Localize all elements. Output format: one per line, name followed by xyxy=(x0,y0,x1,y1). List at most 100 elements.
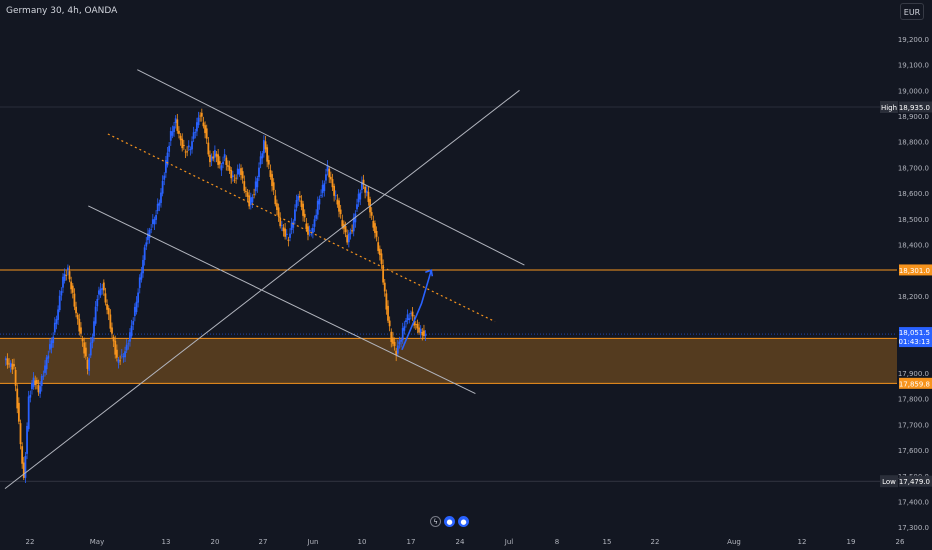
candle-body xyxy=(9,362,12,367)
candle-body xyxy=(411,311,414,317)
candle-body xyxy=(17,402,20,422)
candle-body xyxy=(168,145,171,152)
candle-body xyxy=(409,313,412,315)
candle-body xyxy=(189,148,192,150)
candle-body xyxy=(416,323,419,329)
candle-body xyxy=(392,337,394,344)
candle-body xyxy=(179,135,182,141)
candle-body xyxy=(272,182,275,191)
x-tick-label: 24 xyxy=(456,538,465,546)
candle-body xyxy=(182,144,185,147)
candle-body xyxy=(400,339,402,342)
candle-body xyxy=(73,293,76,307)
candle-body xyxy=(27,396,30,430)
candle-body xyxy=(202,122,205,127)
candle-body xyxy=(161,180,164,194)
candle-body xyxy=(151,219,154,225)
candle-body xyxy=(271,174,273,187)
candle-body xyxy=(88,358,91,371)
candle-body xyxy=(164,160,167,173)
bottom-toolbar: ϟ ● ● xyxy=(430,516,469,527)
candle-body xyxy=(60,291,63,296)
candle-body xyxy=(336,199,339,205)
currency-button[interactable]: EUR xyxy=(900,3,924,20)
high-price-label: 18,935.0 xyxy=(899,104,930,112)
candle-body xyxy=(259,156,262,165)
x-tick-label: 15 xyxy=(603,538,612,546)
candle-body xyxy=(212,156,215,159)
candle-body xyxy=(285,233,288,235)
candle-body xyxy=(338,200,340,212)
candle-body xyxy=(114,340,117,355)
candle-body xyxy=(311,227,314,234)
candle-body xyxy=(222,161,224,165)
candle-body xyxy=(39,386,42,394)
candle-body xyxy=(329,176,332,180)
candle-body xyxy=(96,298,99,307)
candle-body xyxy=(269,170,272,177)
candle-body xyxy=(382,265,385,283)
candle-body xyxy=(349,232,352,235)
candle-body xyxy=(200,112,203,117)
candle-body xyxy=(303,213,306,218)
compare-icon[interactable]: ● xyxy=(444,516,455,527)
candle-body xyxy=(418,327,420,333)
candle-body xyxy=(199,115,202,117)
candle-body xyxy=(215,153,218,157)
candle-body xyxy=(138,277,141,288)
candle-body xyxy=(173,126,175,132)
candle-body xyxy=(276,203,278,210)
candle-body xyxy=(124,351,126,358)
y-tick-label: 17,800.0 xyxy=(898,396,929,404)
y-tick-label: 17,700.0 xyxy=(898,421,929,429)
candle-body xyxy=(370,212,373,216)
candle-body xyxy=(359,192,362,200)
candle-body xyxy=(66,267,69,270)
lightning-icon[interactable]: ϟ xyxy=(430,516,441,527)
candle-body xyxy=(143,247,146,260)
y-tick-label: 17,900.0 xyxy=(898,370,929,378)
high-tag: High xyxy=(881,104,897,112)
candle-body xyxy=(326,165,329,172)
candle-body xyxy=(204,125,206,134)
candle-body xyxy=(196,122,198,132)
high-price-label-bg xyxy=(899,101,932,113)
candle-body xyxy=(44,365,46,373)
candle-body xyxy=(40,376,43,386)
level-top-label: 18,301.0 xyxy=(899,267,930,275)
candle-body xyxy=(176,119,179,131)
candle-body xyxy=(84,347,87,357)
candle-body xyxy=(31,383,33,390)
candle-body xyxy=(364,186,367,193)
symbol-title: Germany 30, 4h, OANDA xyxy=(6,6,118,16)
candle-body xyxy=(14,370,17,386)
candle-body xyxy=(230,169,233,179)
indicator-icon[interactable]: ● xyxy=(458,516,469,527)
candle-body xyxy=(298,196,301,198)
price-axis[interactable]: 19,200.0 19,100.0 19,000.0 18,900.0 18,800.0… xyxy=(880,0,932,550)
candle-body xyxy=(117,359,120,363)
candle-body xyxy=(24,455,27,478)
y-tick-label: 19,200.0 xyxy=(898,36,929,44)
candle-body xyxy=(22,462,25,478)
candle-body xyxy=(241,171,244,179)
candle-body xyxy=(91,336,94,343)
candle-body xyxy=(258,167,260,178)
y-tick-label: 18,400.0 xyxy=(898,242,929,250)
candles xyxy=(4,108,427,483)
support-zone xyxy=(0,338,897,384)
candle-body xyxy=(107,307,110,315)
candle-body xyxy=(315,214,318,219)
candle-body xyxy=(377,242,380,251)
candle-body xyxy=(75,306,77,314)
candle-body xyxy=(71,285,74,293)
time-axis[interactable]: 22 May 13 20 27 Jun 10 17 24 Jul 8 15 22 Aug 12 19 26 xyxy=(26,538,905,546)
candle-body xyxy=(266,147,269,162)
candle-body xyxy=(313,219,316,227)
candle-body xyxy=(13,364,15,367)
candle-body xyxy=(62,276,64,288)
candle-body xyxy=(387,305,389,321)
candle-body xyxy=(356,204,358,210)
y-tick-label: 17,400.0 xyxy=(898,499,929,507)
